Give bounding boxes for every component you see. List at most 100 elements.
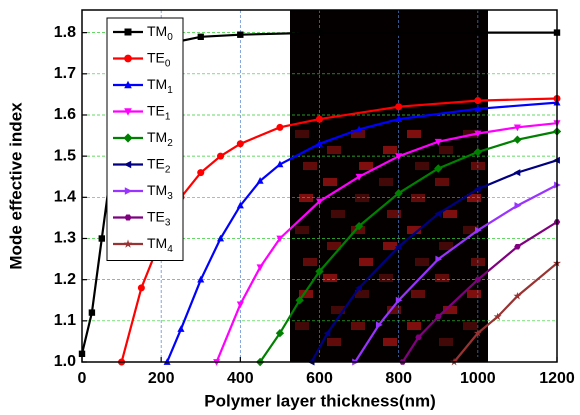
marker	[474, 130, 482, 138]
speckle	[379, 178, 393, 186]
speckle	[439, 146, 453, 154]
speckle	[303, 258, 317, 266]
marker	[475, 226, 482, 234]
x-tick-label: 800	[385, 370, 412, 387]
y-tick-label: 1.6	[54, 106, 76, 123]
speckle	[323, 178, 337, 186]
marker	[513, 124, 521, 132]
speckle	[299, 194, 313, 202]
marker	[217, 152, 225, 160]
speckle	[435, 178, 449, 186]
marker	[395, 103, 403, 111]
legend-label: TE2	[147, 155, 171, 175]
marker	[124, 28, 132, 36]
speckle	[379, 274, 393, 282]
marker	[493, 312, 502, 321]
marker	[435, 255, 443, 263]
marker	[197, 169, 205, 177]
speckle	[463, 226, 477, 234]
marker	[316, 140, 323, 147]
marker	[474, 105, 482, 112]
marker	[474, 29, 481, 36]
marker	[315, 267, 324, 276]
legend-label: TE0	[147, 49, 171, 69]
marker	[123, 239, 133, 248]
y-axis-title: Mode effective index	[6, 102, 25, 270]
marker	[514, 244, 521, 250]
speckle	[407, 130, 421, 138]
marker	[434, 164, 443, 173]
speckle	[439, 242, 453, 250]
y-tick-label: 1.1	[54, 312, 76, 329]
legend-label: TM4	[147, 235, 173, 255]
marker	[124, 214, 132, 221]
speckle	[359, 258, 373, 266]
speckle	[383, 242, 397, 250]
series-line	[401, 221, 558, 363]
speckle	[331, 306, 345, 314]
x-tick-label: 200	[148, 370, 175, 387]
speckle	[443, 210, 457, 218]
speckle	[415, 162, 429, 170]
x-tick-label: 1000	[460, 370, 496, 387]
marker	[435, 313, 442, 320]
marker	[123, 160, 132, 169]
marker	[395, 29, 402, 36]
marker	[124, 54, 132, 63]
speckle	[327, 242, 341, 250]
x-tick-label: 400	[227, 370, 254, 387]
speckle	[359, 162, 373, 170]
speckle	[331, 210, 345, 218]
marker	[197, 275, 205, 283]
legend-label: TM1	[147, 76, 173, 96]
marker	[434, 210, 442, 218]
speckle	[411, 194, 425, 202]
marker	[415, 334, 422, 341]
y-tick-label: 1.3	[54, 230, 76, 247]
speckle	[415, 258, 429, 266]
speckle	[407, 226, 421, 234]
marker	[376, 321, 383, 329]
dark-region	[290, 10, 488, 362]
marker	[514, 202, 522, 210]
marker	[474, 185, 481, 193]
marker	[513, 169, 521, 177]
speckle	[439, 338, 453, 346]
speckle	[295, 322, 309, 330]
legend-label: TM3	[147, 182, 173, 202]
speckle	[355, 290, 369, 298]
marker	[474, 276, 481, 283]
marker	[473, 147, 482, 157]
speckle	[295, 226, 309, 234]
plot-background	[290, 10, 488, 362]
y-tick-label: 1.5	[54, 147, 76, 164]
marker	[217, 234, 225, 242]
marker	[236, 201, 244, 209]
marker	[236, 140, 244, 148]
speckle	[383, 146, 397, 154]
speckle	[323, 274, 337, 282]
marker	[394, 243, 402, 251]
marker	[197, 33, 204, 40]
speckle	[467, 194, 481, 202]
speckle	[383, 338, 397, 346]
marker	[394, 189, 403, 198]
legend-label: TE3	[147, 208, 171, 228]
marker	[137, 284, 145, 292]
speckle	[443, 306, 457, 314]
speckle	[351, 130, 365, 138]
marker	[354, 222, 364, 231]
marker	[237, 31, 244, 38]
marker	[276, 235, 284, 243]
speckle	[355, 194, 369, 202]
marker	[355, 125, 363, 133]
x-tick-label: 0	[78, 370, 87, 387]
speckle	[387, 210, 401, 218]
marker	[236, 301, 244, 309]
marker	[316, 198, 323, 206]
speckle	[463, 322, 477, 330]
marker	[473, 329, 482, 337]
speckle	[407, 322, 421, 330]
